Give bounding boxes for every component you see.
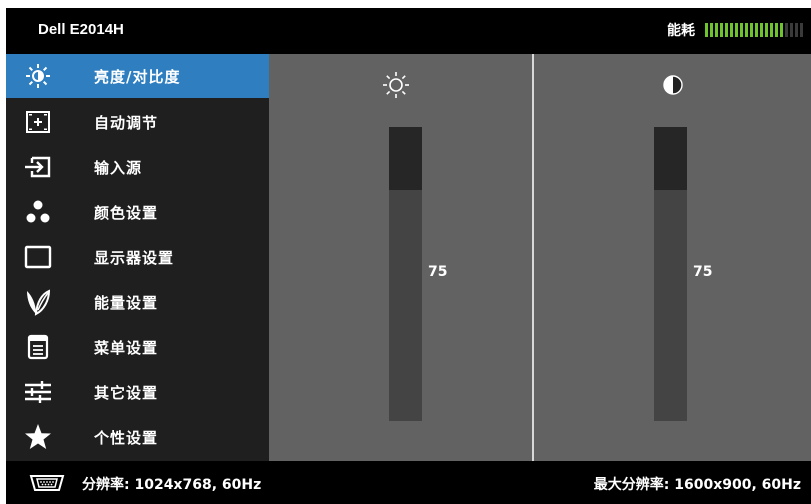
menu-item-input-source[interactable]: 输入源 xyxy=(6,145,269,189)
personalize-icon xyxy=(24,423,52,451)
energy-bar-segment xyxy=(775,23,778,37)
menu-item-label: 菜单设置 xyxy=(94,338,159,357)
input-source-icon xyxy=(24,153,52,181)
energy-bar-segment xyxy=(755,23,758,37)
menu-item-energy-settings[interactable]: 能量设置 xyxy=(6,280,269,324)
brightness-slider-empty xyxy=(389,127,422,190)
energy-bar-segment xyxy=(780,23,783,37)
menu-item-label: 自动调节 xyxy=(94,113,159,132)
brightness-icon xyxy=(24,62,52,90)
energy-bar-segment xyxy=(750,23,753,37)
current-resolution: 分辨率: 1024x768, 60Hz xyxy=(82,477,262,493)
brightness-panel: 75 xyxy=(269,54,532,461)
menu-item-other-settings[interactable]: 其它设置 xyxy=(6,370,269,414)
menu-item-label: 个性设置 xyxy=(94,428,159,447)
energy-label: 能耗 xyxy=(667,23,695,39)
menu-settings-icon xyxy=(24,333,52,361)
contrast-icon xyxy=(658,70,688,100)
auto-adjust-icon xyxy=(24,108,52,136)
energy-bar-segment xyxy=(740,23,743,37)
energy-bar-segment xyxy=(745,23,748,37)
energy-bar-segment xyxy=(725,23,728,37)
menu-item-personalize[interactable]: 个性设置 xyxy=(6,415,269,459)
energy-bar-segment xyxy=(735,23,738,37)
monitor-osd: Dell E2014H 能耗 亮度/对比度 自动调节 输入源 xyxy=(6,8,811,504)
energy-bar-segment xyxy=(795,23,798,37)
menu-item-label: 输入源 xyxy=(94,158,143,177)
energy-bar-segment xyxy=(770,23,773,37)
menu-item-label: 显示器设置 xyxy=(94,248,175,267)
display-settings-icon xyxy=(24,243,52,271)
energy-bar-segment xyxy=(785,23,788,37)
energy-bar-segment xyxy=(720,23,723,37)
brightness-value: 75 xyxy=(428,264,448,280)
energy-meter: 能耗 xyxy=(667,20,803,40)
menu-item-label: 颜色设置 xyxy=(94,203,159,222)
menu-item-label: 亮度/对比度 xyxy=(94,67,181,86)
panel-divider xyxy=(532,54,534,461)
energy-bar-segment xyxy=(790,23,793,37)
brightness-slider[interactable] xyxy=(389,127,422,421)
contrast-slider[interactable] xyxy=(654,127,687,421)
menu-item-color-settings[interactable]: 颜色设置 xyxy=(6,190,269,234)
osd-menu: 亮度/对比度 自动调节 输入源 颜色设置 显示器设置 xyxy=(6,54,269,461)
energy-bar-segment xyxy=(730,23,733,37)
energy-bar-segment xyxy=(800,23,803,37)
color-settings-icon xyxy=(24,198,52,226)
vga-connector-icon xyxy=(28,473,66,493)
energy-bar-segment xyxy=(715,23,718,37)
energy-bar-segment xyxy=(705,23,708,37)
osd-footer: 分辨率: 1024x768, 60Hz 最大分辨率: 1600x900, 60H… xyxy=(6,461,811,504)
contrast-value: 75 xyxy=(693,264,713,280)
energy-bar-segment xyxy=(760,23,763,37)
monitor-model-title: Dell E2014H xyxy=(38,21,124,38)
contrast-slider-empty xyxy=(654,127,687,190)
energy-bar-segment xyxy=(710,23,713,37)
contrast-panel: 75 xyxy=(534,54,811,461)
menu-item-label: 其它设置 xyxy=(94,383,159,402)
menu-item-label: 能量设置 xyxy=(94,293,159,312)
menu-item-display-settings[interactable]: 显示器设置 xyxy=(6,235,269,279)
menu-item-auto-adjust[interactable]: 自动调节 xyxy=(6,100,269,144)
brightness-icon xyxy=(381,70,411,100)
energy-bar-segment xyxy=(765,23,768,37)
energy-settings-icon xyxy=(24,288,52,316)
osd-header: Dell E2014H 能耗 xyxy=(6,8,811,54)
menu-item-brightness-contrast[interactable]: 亮度/对比度 xyxy=(6,54,269,98)
other-settings-icon xyxy=(24,378,52,406)
energy-bars xyxy=(705,23,803,37)
menu-item-menu-settings[interactable]: 菜单设置 xyxy=(6,325,269,369)
max-resolution: 最大分辨率: 1600x900, 60Hz xyxy=(593,477,801,493)
